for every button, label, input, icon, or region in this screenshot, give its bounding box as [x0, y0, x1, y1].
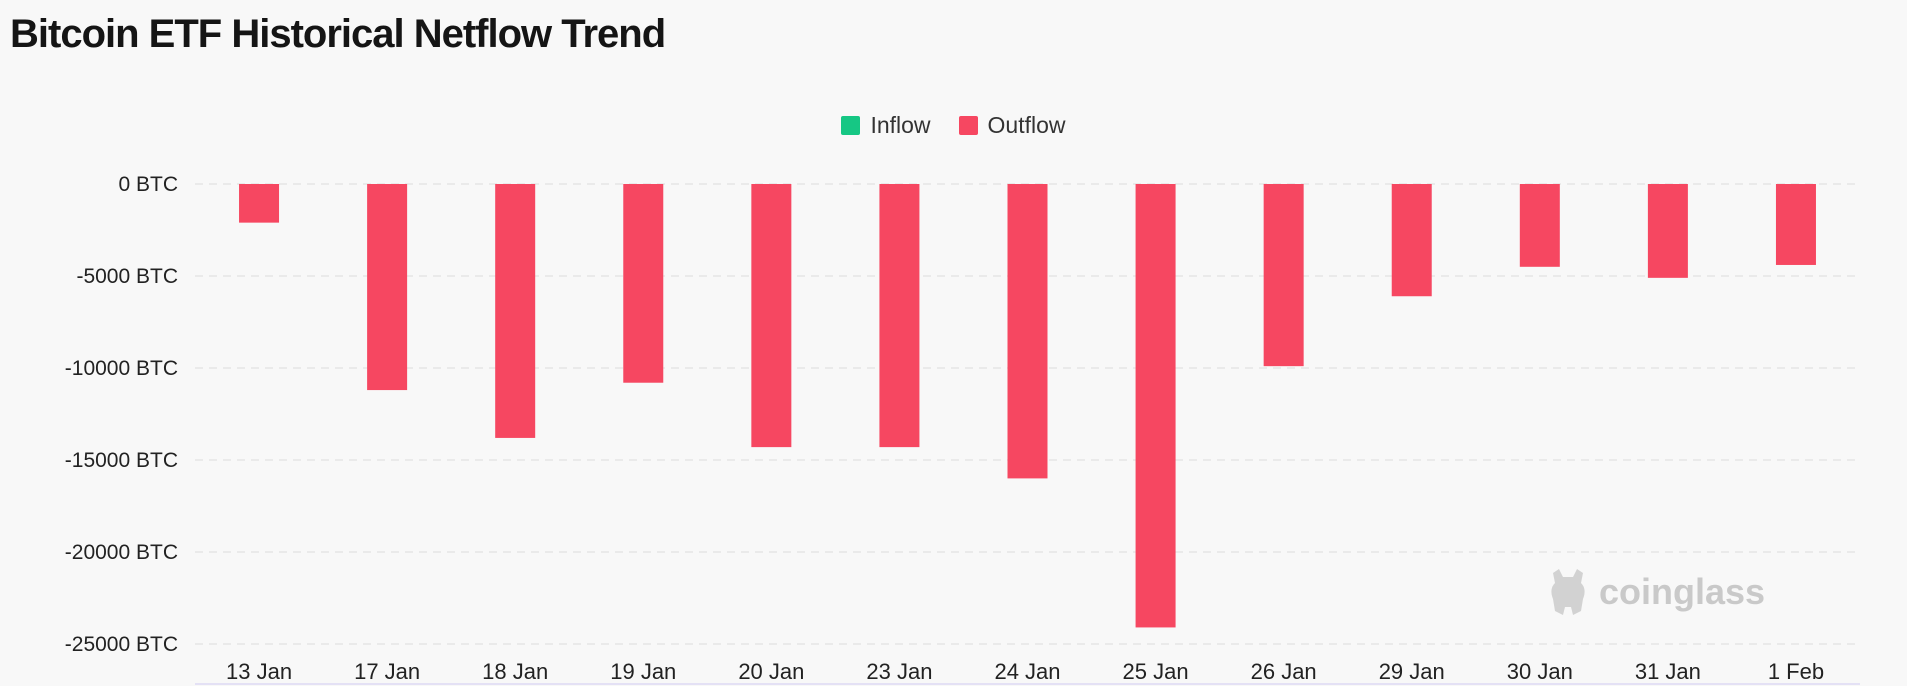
x-tick-label: 20 Jan [738, 659, 804, 684]
outflow-bar [1775, 184, 1816, 265]
chart-title: Bitcoin ETF Historical Netflow Trend [10, 12, 666, 56]
coinglass-watermark: coinglass [1545, 567, 1765, 617]
x-tick-label: 24 Jan [994, 659, 1060, 684]
outflow-bar [367, 184, 408, 391]
coinglass-logo-icon [1551, 569, 1585, 615]
x-tick-label: 17 Jan [354, 659, 420, 684]
outflow-bar [1007, 184, 1048, 479]
outflow-bar [879, 184, 920, 448]
outflow-bar [1263, 184, 1304, 367]
outflow-bar [495, 184, 536, 438]
x-tick-label: 1 Feb [1768, 659, 1824, 684]
x-tick-label: 29 Jan [1379, 659, 1445, 684]
y-tick-label: -20000 BTC [65, 541, 178, 564]
x-tick-label: 30 Jan [1507, 659, 1573, 684]
outflow-bar [751, 184, 792, 448]
outflow-bar [1391, 184, 1432, 297]
outflow-bar [1647, 184, 1688, 278]
y-tick-label: -15000 BTC [65, 449, 178, 472]
x-tick-label: 25 Jan [1123, 659, 1189, 684]
x-tick-label: 23 Jan [866, 659, 932, 684]
outflow-bar [239, 184, 280, 223]
outflow-bar [623, 184, 664, 383]
chart-legend: Inflow Outflow [0, 112, 1907, 139]
legend-label-inflow: Inflow [870, 112, 931, 138]
watermark-text: coinglass [1599, 571, 1766, 612]
x-tick-label: 26 Jan [1251, 659, 1317, 684]
outflow-bar [1135, 184, 1176, 628]
legend-label-outflow: Outflow [987, 112, 1066, 138]
x-tick-label: 13 Jan [226, 659, 292, 684]
legend-item-inflow[interactable]: Inflow [841, 112, 931, 139]
outflow-swatch [958, 116, 978, 135]
inflow-swatch [841, 116, 861, 135]
outflow-bar [1519, 184, 1560, 267]
legend-item-outflow[interactable]: Outflow [958, 112, 1066, 139]
y-tick-label: -25000 BTC [65, 633, 178, 656]
y-tick-label: 0 BTC [118, 173, 178, 196]
x-tick-label: 31 Jan [1635, 659, 1701, 684]
x-tick-label: 18 Jan [482, 659, 548, 684]
y-tick-label: -10000 BTC [65, 357, 178, 380]
y-tick-label: -5000 BTC [76, 265, 178, 288]
x-tick-label: 19 Jan [610, 659, 676, 684]
